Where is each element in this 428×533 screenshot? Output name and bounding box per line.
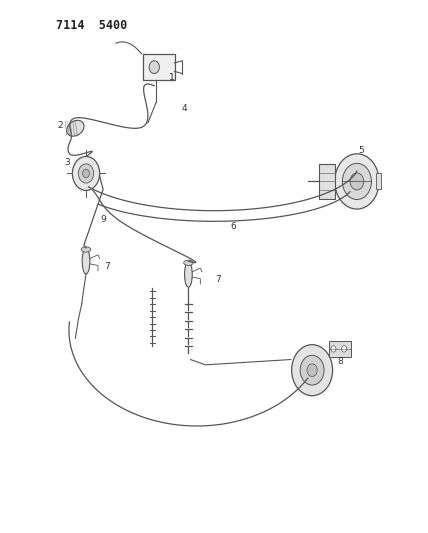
Text: 7114  5400: 7114 5400 bbox=[56, 19, 128, 33]
Circle shape bbox=[83, 169, 89, 177]
Text: 4: 4 bbox=[181, 103, 187, 112]
Bar bbox=[143, 54, 175, 80]
Ellipse shape bbox=[184, 262, 192, 287]
Text: 6: 6 bbox=[230, 222, 236, 231]
Ellipse shape bbox=[67, 120, 84, 136]
Circle shape bbox=[149, 61, 159, 74]
Ellipse shape bbox=[184, 260, 193, 265]
Circle shape bbox=[331, 346, 336, 352]
Text: 8: 8 bbox=[337, 357, 343, 366]
Text: 1: 1 bbox=[169, 73, 174, 82]
Circle shape bbox=[300, 356, 324, 385]
Text: 5: 5 bbox=[358, 146, 364, 155]
Circle shape bbox=[307, 364, 317, 376]
Text: 3: 3 bbox=[64, 158, 70, 167]
Circle shape bbox=[291, 345, 333, 395]
Bar bbox=[329, 341, 351, 357]
Text: 7: 7 bbox=[215, 275, 221, 284]
Bar bbox=[318, 164, 335, 199]
Circle shape bbox=[342, 346, 347, 352]
Ellipse shape bbox=[82, 248, 90, 274]
Circle shape bbox=[78, 164, 94, 183]
Circle shape bbox=[342, 164, 372, 199]
Ellipse shape bbox=[81, 247, 91, 252]
Text: 9: 9 bbox=[100, 215, 106, 224]
Text: 2: 2 bbox=[58, 121, 63, 130]
Circle shape bbox=[335, 154, 379, 209]
Text: 7: 7 bbox=[104, 262, 110, 271]
Circle shape bbox=[350, 173, 364, 190]
Bar bbox=[376, 173, 381, 189]
Circle shape bbox=[72, 157, 100, 190]
